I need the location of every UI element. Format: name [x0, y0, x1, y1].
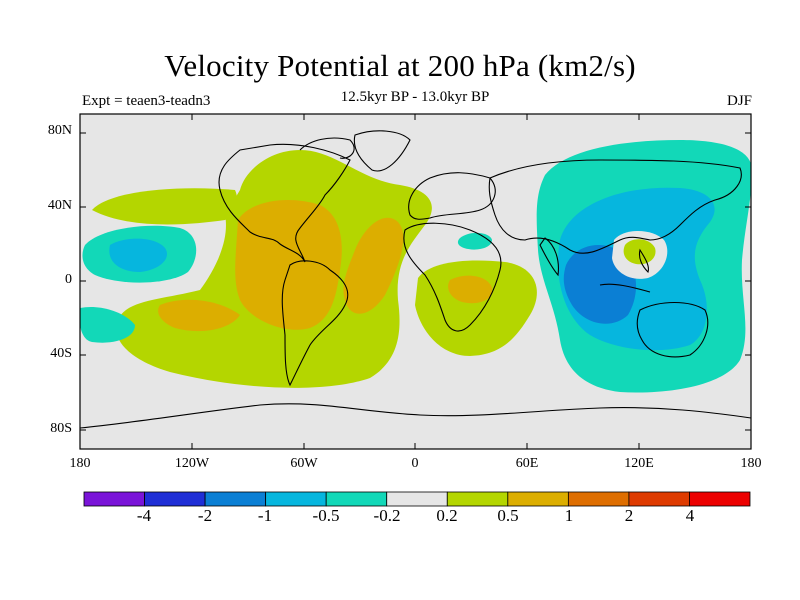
season-label: DJF: [726, 93, 752, 109]
colorbar: [83, 491, 751, 507]
colorbar-box-9: [567, 491, 630, 507]
colorbar-box-11: [689, 491, 751, 507]
colorbar-box-2: [144, 491, 206, 507]
moderate-negative-central-pacific: [109, 238, 168, 272]
colorbar-box-4: [265, 491, 327, 507]
lat-label-eq: 0: [65, 272, 72, 287]
lat-label-80s: 80S: [50, 421, 72, 436]
lat-label-80n: 80N: [47, 123, 72, 138]
lat-label-40s: 40S: [50, 346, 72, 361]
lon-label-120w: 120W: [174, 456, 210, 471]
colorbar-label-6: 0.2: [436, 506, 458, 525]
colorbar-label-2: -2: [197, 506, 213, 525]
strong-positive-africa: [448, 275, 493, 304]
lon-label-60w: 60W: [290, 456, 318, 471]
positive-region-africa: [415, 260, 537, 356]
negative-region-south-pacific: [80, 307, 135, 343]
colorbar-label-8: 1: [564, 506, 574, 525]
colorbar-box-1: [83, 491, 145, 507]
strong-positive-south-pacific: [158, 299, 240, 332]
colorbar-label-10: 4: [685, 506, 695, 525]
period-subtitle: 12.5kyr BP - 13.0kyr BP: [340, 89, 490, 105]
lon-label-180w: 180: [69, 456, 91, 471]
colorbar-label-7: 0.5: [497, 506, 519, 525]
lon-label-180e: 180: [740, 456, 762, 471]
colorbar-label-3: -1: [257, 506, 273, 525]
strong-positive-west-atlantic: [235, 200, 342, 330]
axis-ticks: [80, 114, 751, 449]
map-title: Velocity Potential at 200 hPa (km2/s): [164, 48, 636, 83]
positive-region-north-atlantic: [92, 188, 237, 225]
colorbar-box-3: [204, 491, 267, 507]
colorbar-box-8: [507, 491, 569, 507]
colorbar-box-6: [386, 491, 448, 507]
lon-label-0: 0: [411, 456, 419, 471]
strong-positive-east-atlantic: [343, 217, 404, 314]
colorbar-box-5: [325, 491, 388, 507]
lat-label-40n: 40N: [47, 198, 72, 213]
colorbar-box-7: [446, 491, 509, 507]
coastlines: [80, 130, 751, 429]
colorbar-label-5: -0.2: [373, 506, 401, 525]
colorbar-label-9: 2: [624, 506, 634, 525]
lon-label-60e: 60E: [515, 456, 539, 471]
colorbar-box-10: [628, 491, 690, 507]
contour-field: [80, 114, 751, 449]
experiment-label: Expt = teaen3-teadn3: [82, 93, 211, 109]
colorbar-label-4: -0.5: [312, 506, 340, 525]
colorbar-label-1: -4: [136, 506, 152, 525]
lon-label-120e: 120E: [624, 456, 654, 471]
